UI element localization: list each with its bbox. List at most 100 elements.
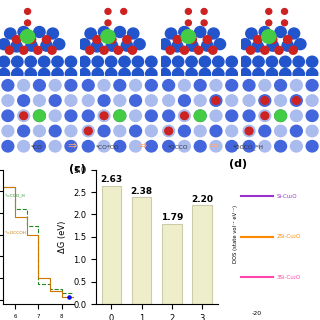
Circle shape	[194, 110, 206, 122]
Text: ⇒: ⇒	[208, 141, 218, 151]
Circle shape	[52, 56, 63, 67]
Circle shape	[82, 125, 94, 137]
Text: *OCCO: *OCCO	[167, 145, 188, 150]
Circle shape	[275, 110, 286, 122]
Circle shape	[159, 39, 171, 50]
Point	[66, 295, 71, 300]
Bar	[162, 224, 182, 304]
Circle shape	[12, 36, 21, 44]
Circle shape	[25, 20, 31, 26]
Circle shape	[199, 56, 211, 67]
Circle shape	[34, 110, 45, 122]
Circle shape	[194, 110, 206, 122]
Circle shape	[121, 9, 127, 14]
Circle shape	[98, 27, 110, 37]
Circle shape	[202, 40, 213, 51]
Circle shape	[262, 30, 276, 44]
Circle shape	[159, 68, 171, 79]
Circle shape	[226, 56, 237, 67]
Circle shape	[226, 140, 238, 152]
Circle shape	[130, 95, 141, 106]
Circle shape	[172, 56, 184, 67]
Circle shape	[259, 110, 271, 122]
Circle shape	[106, 40, 117, 51]
Circle shape	[84, 127, 92, 135]
Circle shape	[291, 80, 302, 91]
Circle shape	[20, 30, 35, 44]
Circle shape	[91, 41, 103, 52]
Circle shape	[307, 56, 318, 67]
Circle shape	[41, 40, 52, 51]
Circle shape	[25, 56, 36, 67]
Circle shape	[275, 46, 283, 54]
Circle shape	[114, 46, 122, 54]
Circle shape	[306, 140, 318, 152]
Circle shape	[65, 80, 77, 91]
Circle shape	[253, 56, 264, 67]
Circle shape	[20, 112, 28, 120]
Circle shape	[34, 46, 42, 54]
Circle shape	[180, 46, 188, 54]
Circle shape	[12, 56, 23, 67]
Circle shape	[18, 125, 29, 137]
Circle shape	[280, 56, 291, 67]
Circle shape	[259, 80, 271, 91]
Circle shape	[291, 140, 302, 152]
Circle shape	[82, 110, 94, 122]
Text: 2.20: 2.20	[191, 195, 213, 204]
Circle shape	[288, 28, 300, 39]
Circle shape	[47, 28, 59, 39]
Circle shape	[261, 46, 269, 54]
Text: *=CCO_H: *=CCO_H	[4, 194, 25, 197]
Circle shape	[26, 40, 37, 51]
Circle shape	[194, 125, 206, 137]
Circle shape	[53, 39, 65, 50]
Circle shape	[226, 80, 238, 91]
Circle shape	[65, 110, 77, 122]
Circle shape	[82, 140, 94, 152]
Circle shape	[18, 27, 29, 37]
Circle shape	[159, 56, 171, 67]
Circle shape	[2, 80, 14, 91]
Circle shape	[239, 56, 251, 67]
Circle shape	[28, 36, 36, 44]
Circle shape	[226, 125, 238, 137]
Circle shape	[2, 95, 14, 106]
Circle shape	[266, 68, 277, 79]
Circle shape	[179, 140, 190, 152]
Circle shape	[243, 80, 255, 91]
Circle shape	[65, 95, 77, 106]
Circle shape	[291, 125, 302, 137]
Text: *OCCO_*H: *OCCO_*H	[233, 145, 263, 150]
Circle shape	[275, 95, 286, 106]
Text: (c): (c)	[69, 164, 86, 174]
Circle shape	[86, 46, 94, 54]
Circle shape	[163, 80, 175, 91]
Circle shape	[49, 140, 61, 152]
Circle shape	[181, 30, 196, 44]
Circle shape	[2, 110, 14, 122]
Text: *=OCCOH: *=OCCOH	[4, 231, 27, 235]
Circle shape	[100, 112, 108, 120]
Circle shape	[179, 125, 190, 137]
Circle shape	[173, 36, 181, 44]
Circle shape	[38, 56, 50, 67]
Circle shape	[48, 46, 56, 54]
Circle shape	[114, 125, 126, 137]
Circle shape	[212, 97, 220, 104]
Circle shape	[203, 36, 212, 44]
Circle shape	[259, 27, 270, 37]
Circle shape	[34, 27, 45, 37]
Circle shape	[18, 80, 29, 91]
Bar	[132, 197, 151, 304]
Circle shape	[101, 30, 115, 44]
Circle shape	[293, 56, 304, 67]
Circle shape	[145, 125, 157, 137]
Circle shape	[275, 80, 286, 91]
Circle shape	[119, 68, 130, 79]
Text: ⇒: ⇒	[67, 141, 77, 151]
Circle shape	[210, 95, 222, 106]
Circle shape	[261, 112, 269, 120]
Circle shape	[114, 110, 126, 122]
Circle shape	[132, 56, 144, 67]
